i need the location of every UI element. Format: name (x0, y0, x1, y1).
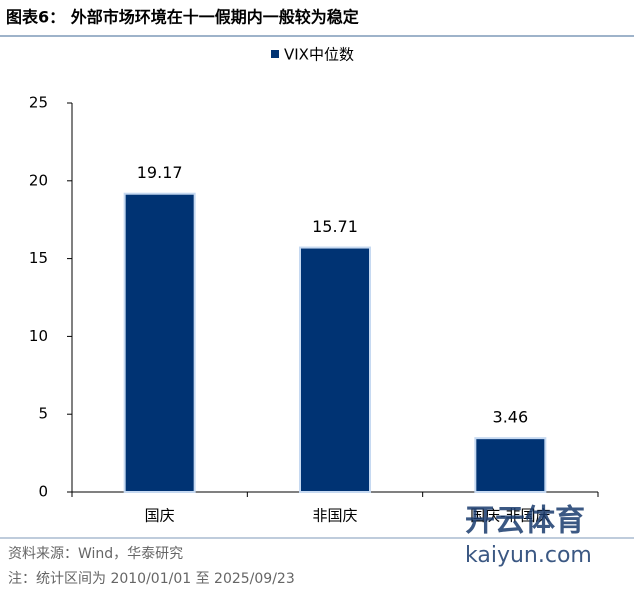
watermark: 开云体育 (465, 504, 585, 539)
y-tick-label: 15 (29, 249, 48, 267)
legend-label: VIX中位数 (284, 46, 354, 64)
value-label: 3.46 (493, 408, 529, 427)
value-label: 19.17 (137, 163, 183, 182)
y-tick-label: 0 (38, 483, 48, 501)
bar (123, 192, 196, 493)
chart-title: 图表6： 外部市场环境在十一假期内一般较为稳定 (6, 8, 359, 27)
bar (474, 437, 547, 494)
watermark: kaiyun.com (465, 543, 592, 568)
y-tick-label: 5 (38, 405, 48, 423)
source-note: 资料来源：Wind，华泰研究 (8, 546, 183, 562)
bar (299, 246, 371, 493)
y-tick-label: 10 (29, 327, 48, 345)
x-tick-label: 非国庆 (312, 507, 357, 525)
note: 注：统计区间为 2010/01/01 至 2025/09/23 (8, 571, 295, 587)
value-label: 15.71 (312, 217, 358, 236)
x-tick-label: 国庆-非国庆 (470, 507, 550, 525)
y-tick-label: 25 (29, 94, 48, 112)
x-tick-label: 国庆 (145, 507, 175, 525)
y-tick-label: 20 (29, 171, 48, 189)
legend-swatch (271, 50, 279, 58)
